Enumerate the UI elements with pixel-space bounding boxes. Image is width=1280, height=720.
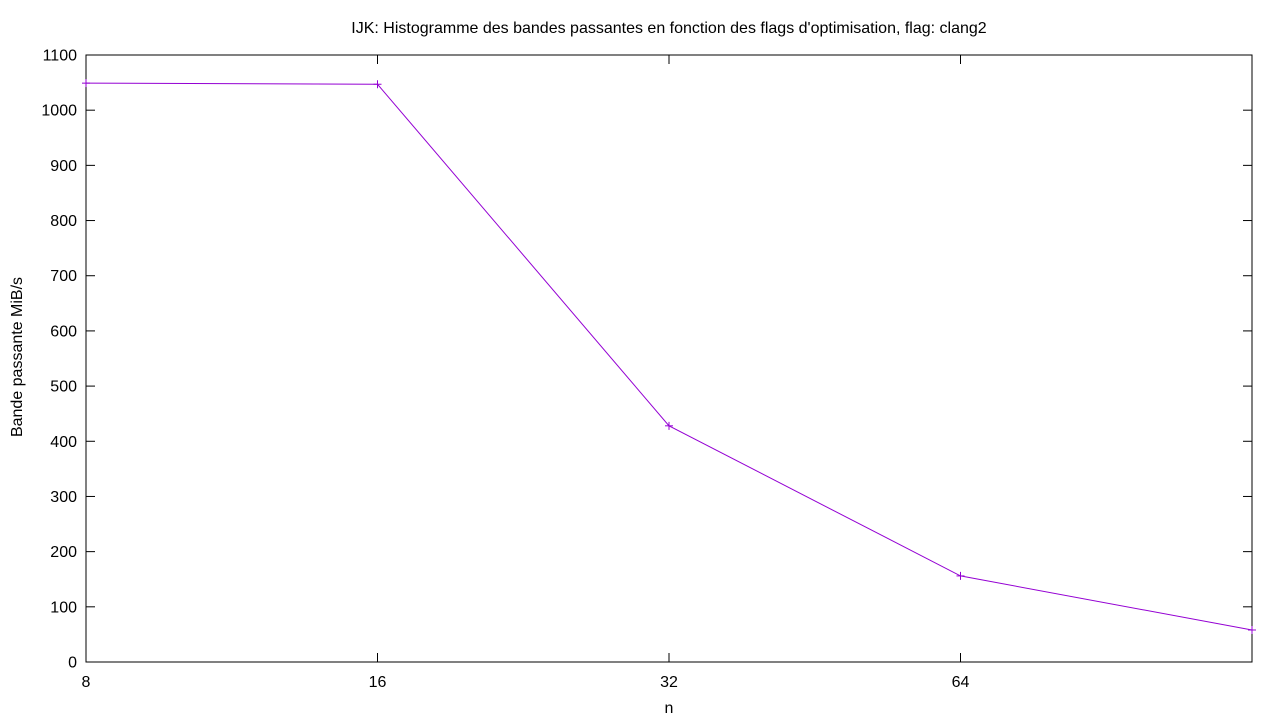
y-tick-label: 800 (50, 213, 77, 230)
data-point (1248, 625, 1256, 634)
plot-frame (85, 54, 1253, 663)
y-tick-label: 1100 (43, 48, 78, 65)
y-tick-label: 1000 (41, 103, 77, 120)
x-tick-label: 8 (82, 674, 91, 691)
y-tick-label: 0 (68, 655, 77, 672)
y-tick-label: 900 (50, 158, 77, 175)
x-axis-ticks: 8 16 32 64 (82, 55, 970, 691)
chart-title: IJK: Histogramme des bandes passantes en… (351, 20, 987, 37)
y-tick-label: 700 (50, 268, 77, 285)
data-point (665, 421, 673, 430)
data-point (956, 571, 965, 580)
data-point (82, 79, 90, 88)
x-tick-label: 64 (952, 674, 970, 691)
y-tick-label: 600 (50, 323, 77, 340)
y-axis-title: Bande passante MiB/s (9, 277, 26, 437)
y-tick-label: 500 (50, 379, 77, 396)
y-tick-label: 400 (50, 434, 77, 451)
x-tick-label: 32 (660, 674, 678, 691)
x-tick-label: 16 (369, 674, 387, 691)
y-tick-label: 300 (50, 489, 77, 506)
series-markers (82, 79, 1256, 634)
y-axis-ticks: 0 100 200 300 400 500 600 700 800 900 1000 1100 (41, 48, 1252, 672)
y-tick-label: 100 (50, 599, 77, 616)
series-line (85, 82, 1253, 631)
y-tick-label: 200 (50, 544, 77, 561)
series-lines (85, 82, 1253, 631)
x-axis-title: n (665, 700, 674, 717)
data-point (373, 80, 382, 89)
